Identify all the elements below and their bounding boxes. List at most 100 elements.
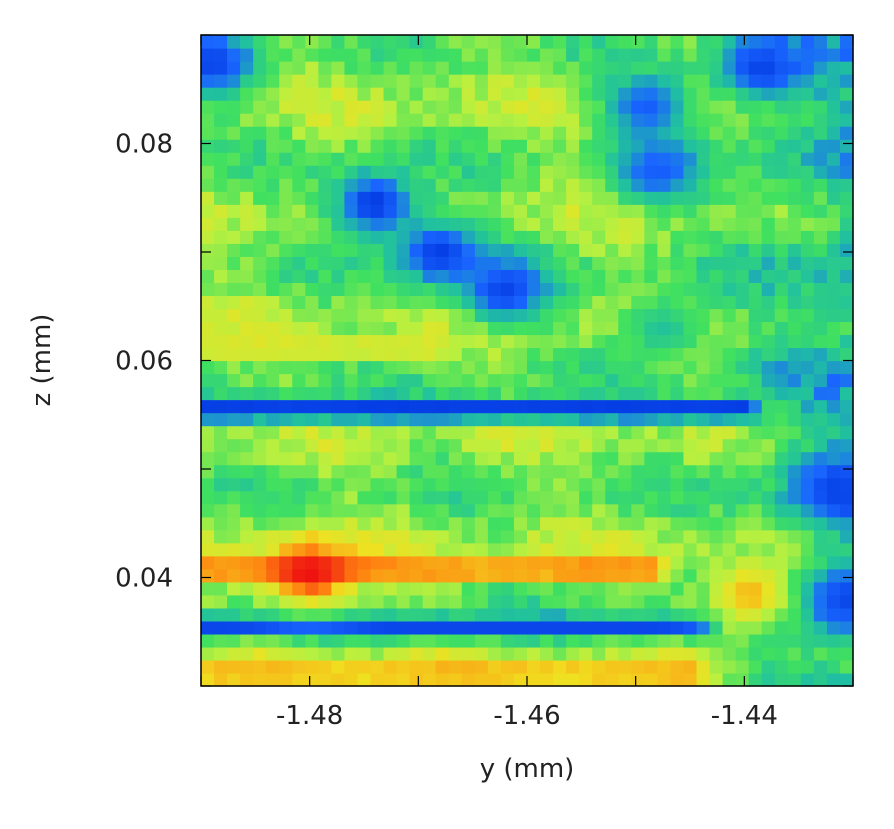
heatmap-cell <box>748 152 763 166</box>
heatmap-cell <box>631 399 645 414</box>
heatmap-cell <box>787 256 802 270</box>
heatmap-cell <box>266 503 280 518</box>
heatmap-cell <box>657 100 672 114</box>
heatmap-cell <box>292 87 306 101</box>
heatmap-cell <box>787 477 802 492</box>
heatmap-cell <box>357 451 372 466</box>
heatmap-cell <box>618 503 632 518</box>
heatmap-cell <box>683 217 698 231</box>
heatmap-cell <box>227 438 241 453</box>
heatmap-cell <box>435 607 450 622</box>
heatmap-cell <box>513 581 528 596</box>
heatmap-cell <box>670 269 685 283</box>
heatmap-cell <box>279 594 293 609</box>
heatmap-cell <box>344 386 359 401</box>
heatmap-cell <box>592 425 606 440</box>
heatmap-cell <box>331 503 346 518</box>
heatmap-cell <box>292 308 306 323</box>
heatmap-cell <box>344 165 359 179</box>
heatmap-cell <box>644 178 658 192</box>
heatmap-cell <box>370 113 385 127</box>
heatmap-cell <box>240 503 254 518</box>
heatmap-cell <box>396 373 411 388</box>
heatmap-cell <box>579 438 593 453</box>
heatmap-cell <box>800 555 815 570</box>
heatmap-cell <box>553 659 567 674</box>
heatmap-cell <box>279 243 293 257</box>
heatmap-cell <box>500 191 515 205</box>
heatmap-cell <box>201 204 215 218</box>
heatmap-cell <box>748 477 763 492</box>
heatmap-cell <box>605 386 619 401</box>
heatmap-cell <box>761 425 776 440</box>
heatmap-cell <box>696 35 711 49</box>
heatmap-cell <box>266 399 280 414</box>
heatmap-cell <box>839 438 854 453</box>
heatmap-cell <box>266 633 280 648</box>
heatmap-cell <box>709 620 724 635</box>
heatmap-cell <box>826 620 841 635</box>
heatmap-cell <box>540 594 554 609</box>
heatmap-cell <box>370 438 385 453</box>
heatmap-cell <box>800 529 815 544</box>
heatmap-cell <box>357 529 372 544</box>
heatmap-cell <box>318 100 332 114</box>
heatmap-cell <box>683 451 698 466</box>
heatmap-cell <box>240 542 254 557</box>
heatmap-cell <box>448 633 463 648</box>
heatmap-cell <box>214 425 228 440</box>
heatmap-cell <box>214 269 228 283</box>
heatmap-cell <box>696 74 711 88</box>
heatmap-cell <box>279 607 293 622</box>
heatmap-cell <box>761 87 776 101</box>
heatmap-cell <box>331 464 346 479</box>
heatmap-cell <box>618 61 632 75</box>
heatmap-cell <box>435 399 450 414</box>
heatmap-cell <box>344 620 359 635</box>
heatmap-cell <box>553 438 567 453</box>
heatmap-cell <box>513 269 528 283</box>
heatmap-cell <box>839 282 854 296</box>
heatmap-cell <box>292 555 306 570</box>
heatmap-cell <box>774 113 789 127</box>
heatmap-cell <box>553 295 567 310</box>
heatmap-cell <box>553 217 567 231</box>
heatmap-cell <box>748 620 763 635</box>
heatmap-cell <box>644 607 658 622</box>
heatmap-cell <box>240 230 254 244</box>
heatmap-cell <box>331 646 346 661</box>
heatmap-cell <box>487 48 502 62</box>
heatmap-cell <box>735 503 750 518</box>
heatmap-cell <box>331 607 346 622</box>
heatmap-cell <box>631 464 645 479</box>
heatmap-cell <box>722 425 737 440</box>
heatmap-cell <box>409 191 424 205</box>
heatmap-cell <box>201 113 215 127</box>
heatmap-cell <box>240 48 254 62</box>
heatmap-cell <box>331 191 346 205</box>
heatmap-cell <box>787 113 802 127</box>
heatmap-cell <box>566 399 580 414</box>
heatmap-cell <box>540 347 554 362</box>
heatmap-cell <box>201 490 215 505</box>
heatmap-cell <box>318 646 332 661</box>
heatmap-cell <box>344 555 359 570</box>
heatmap-cell <box>500 282 515 296</box>
heatmap-cell <box>787 360 802 375</box>
heatmap-cell <box>566 191 580 205</box>
heatmap-cell <box>474 48 489 62</box>
heatmap-cell <box>292 568 306 583</box>
heatmap-cell <box>644 542 658 557</box>
heatmap-cell <box>344 256 359 270</box>
heatmap-cell <box>566 204 580 218</box>
heatmap-cell <box>500 503 515 518</box>
heatmap-cell <box>240 308 254 323</box>
heatmap-cell <box>605 282 619 296</box>
heatmap-cell <box>839 581 854 596</box>
heatmap-cell <box>566 230 580 244</box>
heatmap-cell <box>800 35 815 49</box>
heatmap-cell <box>305 74 319 88</box>
heatmap-cell <box>487 152 502 166</box>
x-tick-label: -1.44 <box>711 701 778 731</box>
heatmap-cell <box>722 633 737 648</box>
